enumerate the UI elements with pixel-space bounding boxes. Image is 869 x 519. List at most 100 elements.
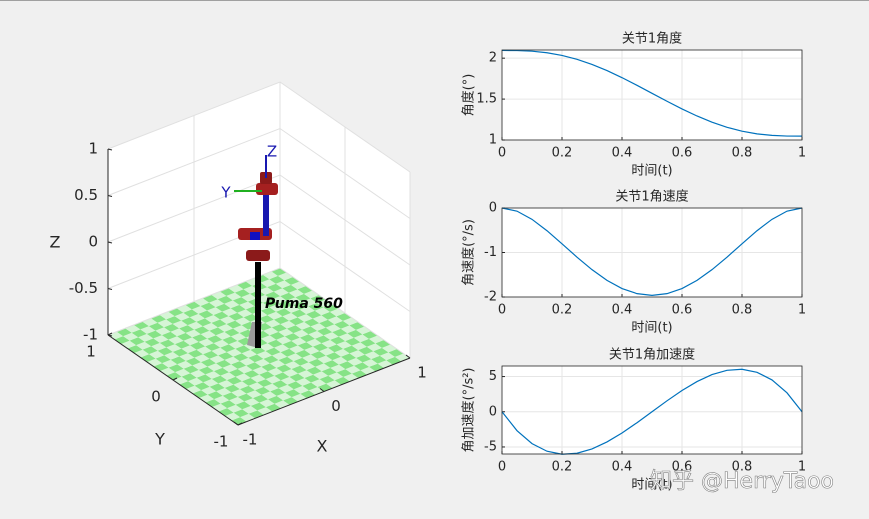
floor-tile xyxy=(278,356,294,365)
floor-tile xyxy=(200,302,216,311)
floor-tile xyxy=(258,287,274,295)
floor-tile xyxy=(254,358,270,367)
floor-tile xyxy=(315,363,331,372)
floor-tile xyxy=(159,339,175,348)
floor-tile xyxy=(175,368,191,377)
floor-tile xyxy=(181,373,197,382)
floor-tile xyxy=(360,338,376,347)
floor-tile xyxy=(232,297,248,305)
floor-tile xyxy=(226,376,242,385)
floor-tile xyxy=(265,291,281,300)
floor-tile xyxy=(287,353,303,362)
floor-tile xyxy=(276,392,292,401)
floor-tile xyxy=(298,370,314,378)
y-axis-label: 角速度(°/s) xyxy=(461,219,477,286)
floor-tile xyxy=(227,404,243,413)
floor-tile xyxy=(332,328,348,337)
floor-tile xyxy=(177,360,193,369)
floor-tile xyxy=(237,365,253,374)
floor-tile xyxy=(302,382,318,391)
floor-tile xyxy=(123,332,139,341)
floor-tile xyxy=(190,369,206,378)
floor-tile xyxy=(332,356,348,365)
axes-box xyxy=(501,365,803,455)
grid-line xyxy=(107,220,411,312)
floor-tile xyxy=(336,341,352,349)
floor-tile xyxy=(204,315,220,323)
floor-tile xyxy=(153,335,169,343)
floor-tile xyxy=(330,364,346,373)
floor-tile xyxy=(216,359,232,368)
y-tick-label: 1 xyxy=(489,133,497,148)
floor-tile xyxy=(278,328,294,337)
floor-tile xyxy=(250,374,266,383)
floor-tile xyxy=(250,402,266,411)
floor-tile xyxy=(263,327,279,336)
floor-tile xyxy=(170,328,186,337)
floor-tile xyxy=(319,319,335,328)
floor-tile xyxy=(248,382,264,391)
floor-tile xyxy=(203,350,219,359)
floor-tile xyxy=(218,380,234,388)
z-tick-label: 1 xyxy=(88,140,98,158)
floor-tile xyxy=(265,375,281,384)
floor-tile xyxy=(269,360,285,368)
floor-tile xyxy=(286,325,302,334)
floor-tile xyxy=(268,395,284,404)
floor-tile xyxy=(231,361,247,369)
axes-box xyxy=(501,49,803,141)
x-tick-label: 0 xyxy=(331,397,341,415)
y-tick-label: 0 xyxy=(151,388,161,406)
floor-tile xyxy=(364,351,380,360)
x-tick xyxy=(405,354,411,359)
floor-tile xyxy=(304,346,320,355)
floor-tile xyxy=(288,289,304,298)
floor-tile xyxy=(198,366,214,375)
floor-tile xyxy=(144,338,160,347)
x-tick-label: 0.8 xyxy=(732,303,753,318)
floor-tile xyxy=(311,379,327,387)
axes-box xyxy=(501,207,803,298)
floor-tile xyxy=(271,296,287,304)
floor-tile xyxy=(161,331,177,340)
floor-tile xyxy=(306,310,322,319)
plot-area xyxy=(502,366,802,454)
frame-label-z: Z xyxy=(267,143,277,161)
floor-tile xyxy=(260,307,276,316)
floor-tile xyxy=(222,336,238,345)
floor-tile xyxy=(129,337,145,346)
floor-tile xyxy=(261,363,277,372)
floor-tile xyxy=(293,385,309,394)
floor-tile xyxy=(265,347,281,356)
floor-tile xyxy=(166,344,182,352)
floor-tile xyxy=(304,374,320,383)
floor-tile xyxy=(317,355,333,364)
floor-tile xyxy=(255,386,271,395)
floor-tile xyxy=(285,361,301,369)
floor-tile xyxy=(237,393,253,402)
floor-tile xyxy=(244,398,260,406)
floor-tile xyxy=(314,307,330,316)
floor-tile xyxy=(267,339,283,348)
floor-tile xyxy=(200,330,216,339)
x-axis-label: 时间(t) xyxy=(631,478,672,493)
floor-tile xyxy=(194,326,210,335)
floor-tile xyxy=(263,383,279,392)
floor-tile xyxy=(349,350,365,358)
floor-tile xyxy=(334,320,350,329)
floor-tile xyxy=(230,304,246,313)
y-tick-label: 0 xyxy=(489,201,497,216)
floor-tile xyxy=(179,353,195,361)
floor-tile xyxy=(327,316,343,325)
floor-tile xyxy=(312,315,328,324)
floor-tile xyxy=(321,339,337,348)
floor-tile xyxy=(214,395,230,404)
floor-tile xyxy=(203,378,219,387)
floor-tile xyxy=(278,384,294,393)
floor-tile xyxy=(222,392,238,401)
x-tick xyxy=(233,421,239,426)
floor-tile xyxy=(188,377,204,386)
floor-tile xyxy=(295,378,311,386)
floor-tile xyxy=(310,351,326,359)
floor-tile xyxy=(209,299,225,308)
